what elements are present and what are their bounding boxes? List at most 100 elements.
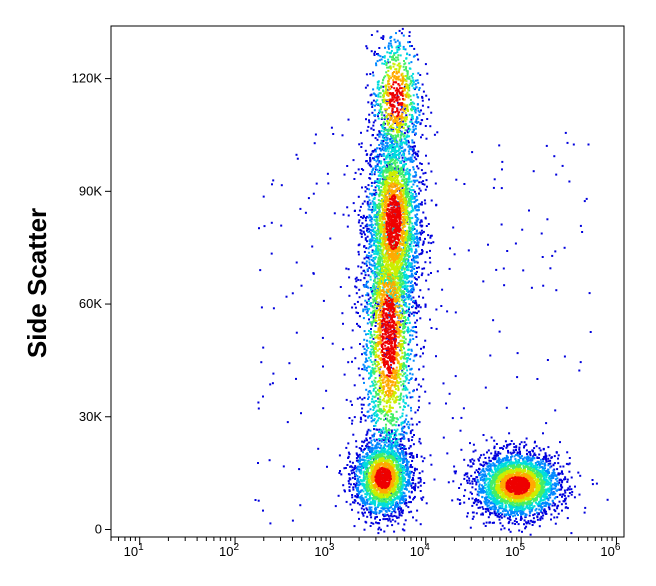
event-point — [376, 266, 379, 269]
event-point — [375, 521, 377, 524]
event-point — [406, 53, 408, 56]
event-point — [369, 228, 372, 231]
event-point — [418, 87, 421, 89]
event-point — [401, 296, 404, 299]
event-point — [365, 283, 368, 286]
event-point — [394, 505, 396, 508]
event-point — [553, 516, 556, 519]
event-point — [463, 501, 466, 504]
event-point — [396, 51, 399, 54]
event-point — [493, 521, 495, 524]
event-point — [493, 508, 496, 511]
event-point — [408, 423, 411, 426]
event-point — [362, 505, 365, 508]
event-point — [487, 510, 490, 513]
event-point — [538, 508, 541, 511]
event-point — [397, 45, 400, 47]
event-point — [351, 472, 353, 475]
event-point — [530, 461, 533, 464]
event-point — [495, 468, 497, 471]
event-point — [408, 330, 411, 333]
event-point — [487, 496, 490, 499]
event-point — [363, 396, 366, 399]
event-point — [366, 492, 369, 495]
event-point — [367, 333, 369, 335]
event-point — [374, 234, 377, 237]
event-point — [589, 331, 592, 333]
event-point — [427, 106, 430, 109]
event-point — [508, 503, 511, 506]
event-point — [362, 308, 365, 311]
event-point — [358, 492, 361, 495]
event-point — [419, 252, 422, 255]
event-point — [418, 440, 421, 443]
event-point — [349, 465, 352, 468]
event-point — [377, 522, 380, 524]
event-point — [257, 462, 259, 464]
event-point — [377, 53, 379, 56]
event-point — [495, 506, 498, 509]
event-point — [417, 58, 420, 61]
event-point — [365, 489, 368, 492]
event-point — [416, 79, 419, 82]
event-point — [519, 512, 522, 514]
event-point — [402, 265, 405, 268]
event-point — [546, 359, 549, 361]
event-point — [517, 514, 519, 516]
event-point — [485, 496, 488, 499]
event-point — [554, 522, 557, 525]
event-point — [480, 454, 483, 457]
event-point — [382, 428, 385, 431]
event-point — [511, 522, 514, 525]
event-point — [375, 410, 378, 413]
event-point — [396, 516, 399, 519]
event-point — [389, 290, 392, 293]
event-point — [362, 462, 365, 465]
event-point — [482, 485, 485, 488]
event-point — [455, 470, 457, 473]
event-point — [366, 460, 369, 463]
event-point — [474, 449, 477, 452]
event-point — [391, 498, 394, 501]
event-point — [542, 471, 545, 474]
event-point — [419, 317, 422, 320]
event-point — [365, 73, 368, 76]
event-point — [379, 503, 382, 506]
event-point — [416, 509, 419, 512]
event-point — [497, 509, 500, 512]
event-point — [563, 246, 566, 249]
event-point — [388, 448, 390, 451]
event-point — [358, 219, 361, 222]
event-point — [417, 383, 420, 386]
event-point — [372, 405, 375, 408]
event-point — [400, 507, 403, 510]
event-point — [479, 506, 481, 509]
event-point — [506, 465, 508, 468]
event-point — [373, 114, 376, 117]
event-point — [406, 309, 409, 312]
event-point — [492, 471, 495, 474]
event-point — [400, 450, 403, 453]
event-point — [539, 509, 542, 512]
event-point — [479, 479, 482, 481]
event-point — [485, 483, 488, 486]
event-point — [390, 502, 393, 504]
event-point — [384, 507, 387, 510]
event-point — [531, 455, 534, 458]
event-point — [387, 431, 390, 434]
event-point — [414, 484, 417, 487]
event-point — [403, 285, 406, 288]
event-point — [372, 389, 375, 392]
event-point — [394, 149, 397, 152]
event-point — [489, 479, 492, 481]
event-point — [421, 470, 424, 473]
event-point — [418, 472, 421, 475]
event-point — [417, 107, 419, 110]
event-point — [368, 415, 371, 417]
event-point — [315, 182, 318, 185]
event-point — [379, 142, 382, 145]
event-point — [391, 162, 394, 165]
event-point — [371, 192, 374, 195]
event-point — [272, 179, 275, 182]
event-point — [489, 484, 492, 487]
